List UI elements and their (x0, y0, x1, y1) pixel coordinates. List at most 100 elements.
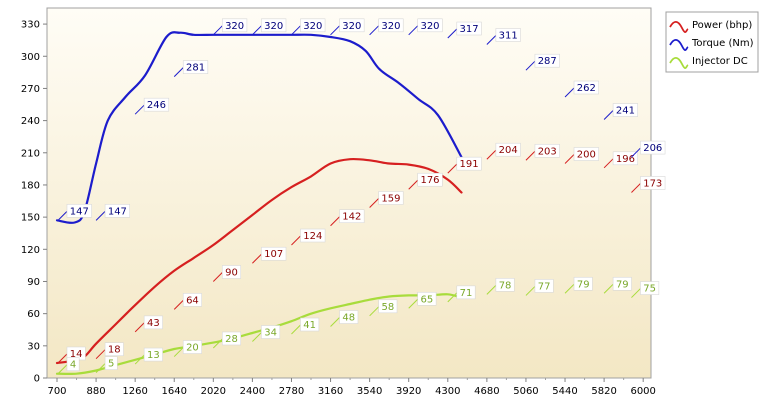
torque-label-box (339, 18, 365, 33)
torque-data-label: 147 (70, 206, 89, 217)
power-data-label: 191 (460, 159, 479, 170)
x-tick-label: 5820 (591, 386, 616, 397)
torque-label-box (534, 53, 560, 68)
power-label-box (612, 151, 639, 166)
injector-dc-label-box (495, 278, 515, 292)
torque-legend-label: Torque (Nm) (691, 38, 754, 49)
power-label-box (104, 342, 124, 356)
injector-dc-data-label: 41 (303, 320, 316, 331)
injector-dc-label-leader (408, 298, 419, 309)
torque-label-leader (330, 25, 340, 36)
injector-dc-label-box (573, 276, 593, 291)
injector-dc-label-box (417, 291, 437, 306)
injector-dc-label-leader (57, 364, 68, 375)
torque-label-box (143, 97, 170, 112)
torque-label-box (182, 60, 209, 74)
power-label-box (417, 172, 443, 187)
x-tick-label: 700 (47, 386, 66, 397)
injector-dc-label-leader (369, 306, 379, 317)
torque-label-leader (291, 25, 301, 36)
y-tick-label: 0 (34, 374, 40, 385)
injector-dc-label-leader (291, 324, 301, 335)
x-tick-label: 2400 (240, 386, 265, 397)
y-tick-label: 90 (27, 277, 40, 288)
y-tick-label: 180 (21, 180, 40, 191)
power-line (55, 157, 463, 365)
injector-dc-data-label: 65 (421, 294, 434, 305)
torque-data-label: 147 (108, 206, 127, 217)
injector-dc-label-leader (603, 283, 614, 294)
injector-dc-label-leader (447, 292, 458, 303)
power-data-label: 196 (616, 154, 635, 165)
power-data-label: 200 (577, 150, 596, 161)
power-label-leader (330, 216, 340, 227)
power-data-label: 142 (342, 212, 361, 223)
x-tick-label: 1260 (122, 386, 147, 397)
injector-dc-data-label: 28 (225, 334, 238, 345)
torque-label-leader (631, 147, 641, 158)
power-label-box (182, 293, 202, 307)
x-tick-label: 5440 (552, 386, 577, 397)
torque-label-box (456, 21, 482, 36)
torque-label-leader (447, 28, 458, 39)
injector-dc-data-label: 71 (460, 288, 473, 299)
torque-label-leader (369, 25, 379, 36)
power-data-label: 173 (643, 178, 662, 189)
injector-dc-label-box (378, 299, 398, 314)
power-label-box (534, 143, 560, 158)
injector-dc-data-label: 13 (147, 350, 160, 361)
x-tick-label: 6000 (630, 386, 655, 397)
torque-data-label: 287 (538, 56, 557, 67)
injector-dc-data-label: 77 (538, 281, 551, 292)
injector-dc-label-box (300, 317, 320, 332)
torque-label-box (378, 18, 404, 33)
torque-label-box (66, 204, 92, 218)
y-tick-label: 150 (21, 213, 40, 224)
torque-label-box (261, 18, 287, 33)
torque-data-label: 246 (147, 100, 166, 111)
y-tick-label: 240 (21, 116, 40, 127)
torque-label-box (640, 140, 666, 155)
power-label-box (495, 142, 521, 157)
power-label-leader (95, 349, 106, 360)
y-axis: 0 30 60 90 120 150 180 210 240 270 300 330 (21, 20, 47, 385)
injector-dc-label-box (222, 331, 242, 346)
y-tick-label: 30 (27, 341, 40, 352)
injector-dc-label-box (339, 310, 359, 324)
power-label-leader (603, 158, 614, 169)
x-tick-label: 3540 (357, 386, 382, 397)
torque-data-label: 320 (420, 21, 439, 32)
x-tick-label: 1640 (162, 386, 187, 397)
injector-dc-data-label: 5 (108, 359, 114, 370)
injector-dc-label-leader (173, 347, 184, 357)
injector-dc-legend-label: Injector DC (692, 56, 748, 67)
power-legend-label: Power (bhp) (692, 20, 752, 31)
power-data-label: 203 (538, 146, 557, 157)
power-data-label: 107 (264, 249, 283, 260)
torque-label-box (417, 18, 443, 33)
injector-dc-label-leader (486, 284, 497, 295)
x-tick-label: 3160 (318, 386, 343, 397)
y-tick-label: 270 (21, 84, 40, 95)
torque-label-box (104, 204, 130, 218)
power-data-label: 43 (147, 318, 160, 329)
x-tick-label: 4300 (435, 386, 460, 397)
injector-dc-data-label: 34 (264, 328, 277, 339)
injector-dc-label-box (456, 285, 476, 300)
y-tick-label: 120 (21, 245, 40, 256)
torque-data-label: 241 (616, 106, 635, 117)
injector-dc-data-label: 48 (342, 313, 355, 324)
x-tick-label: 5060 (513, 386, 538, 397)
injector-dc-label-leader (564, 283, 575, 294)
torque-label-leader (212, 25, 223, 36)
injector-dc-label-box (640, 281, 660, 295)
torque-label-leader (603, 110, 614, 120)
torque-data-label: 311 (499, 30, 518, 41)
torque-data-label: 317 (460, 24, 479, 35)
torque-data-label: 320 (264, 21, 283, 32)
injector-dc-label-box (104, 356, 118, 370)
power-label-box (573, 147, 599, 161)
power-label-leader (486, 149, 497, 160)
power-legend-swatch (669, 20, 689, 33)
